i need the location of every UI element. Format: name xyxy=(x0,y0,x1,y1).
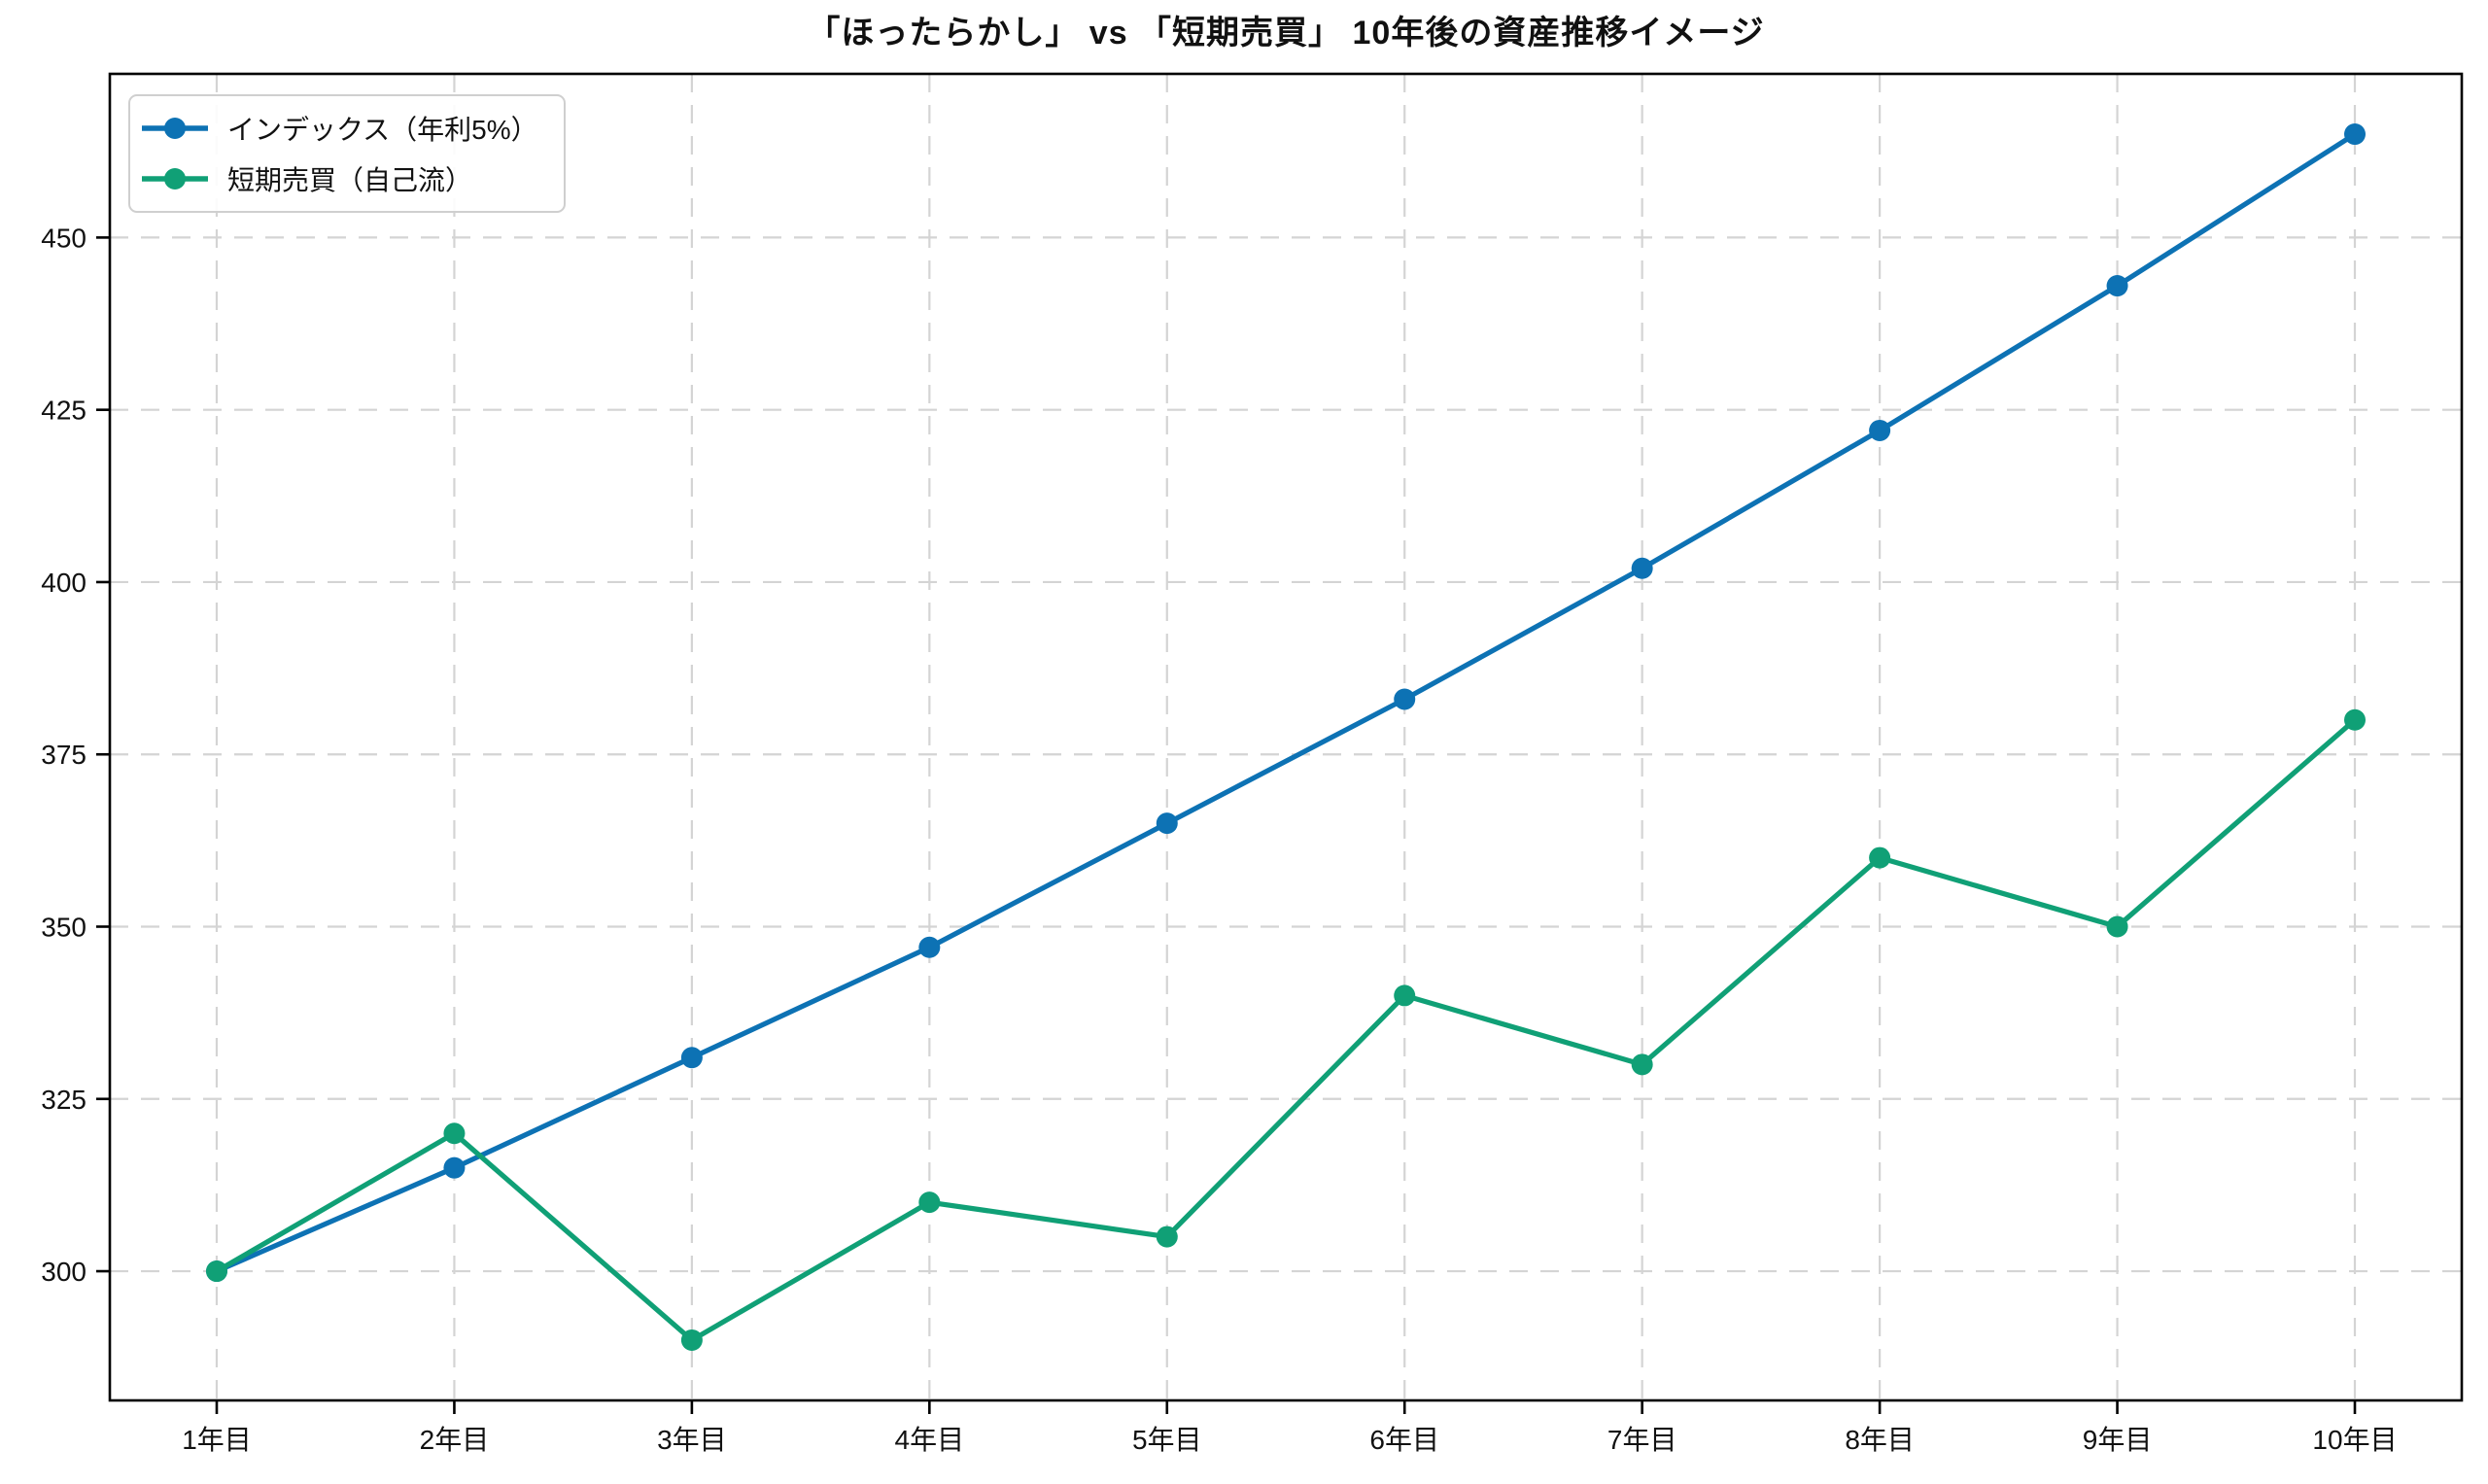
data-point xyxy=(443,1122,466,1145)
x-tick-label: 6年目 xyxy=(1369,1425,1439,1455)
y-tick-label: 400 xyxy=(41,568,86,598)
axis-ticks: 300 325 350 375 400 425 450 1年目 2年目 3年目 4年目 5年目 6年目 7… xyxy=(41,223,2397,1455)
y-tick-label: 325 xyxy=(41,1085,86,1115)
data-point xyxy=(2106,275,2128,297)
series-line xyxy=(214,131,2358,1274)
legend-label-trading: 短期売買（自己流） xyxy=(227,165,473,195)
legend-item-trading: 短期売買（自己流） xyxy=(140,156,538,201)
data-point xyxy=(1869,419,1891,441)
x-tick-label: 4年目 xyxy=(895,1425,965,1455)
y-tick-label: 350 xyxy=(41,913,86,943)
data-point xyxy=(1156,1225,1178,1248)
axes-spines xyxy=(108,72,2464,1402)
data-point xyxy=(2344,123,2366,146)
data-point xyxy=(206,1260,227,1283)
legend-line-sample-index xyxy=(142,118,208,139)
data-point xyxy=(680,1047,703,1069)
data-point xyxy=(2106,915,2128,938)
y-tick-label: 375 xyxy=(41,740,86,770)
x-tick-label: 7年目 xyxy=(1607,1425,1677,1455)
legend-item-index: インデックス（年利5%） xyxy=(140,106,538,151)
data-point xyxy=(918,936,941,958)
y-tick-label: 425 xyxy=(41,396,86,426)
data-point xyxy=(2344,708,2366,731)
data-point xyxy=(1394,984,1416,1007)
x-tick-label: 3年目 xyxy=(657,1425,727,1455)
data-point xyxy=(1631,557,1653,579)
legend: インデックス（年利5%） 短期売買（自己流） xyxy=(128,94,566,213)
legend-line-sample-trading xyxy=(142,168,208,190)
y-tick-label: 300 xyxy=(41,1257,86,1287)
data-point xyxy=(1631,1053,1653,1076)
x-tick-label: 9年目 xyxy=(2083,1425,2153,1455)
y-tick-label: 450 xyxy=(41,223,86,253)
grid xyxy=(110,74,2462,1400)
legend-label-index: インデックス（年利5%） xyxy=(227,115,538,145)
series-index xyxy=(206,123,2366,1283)
x-tick-label: 1年目 xyxy=(182,1425,252,1455)
x-tick-label: 2年目 xyxy=(420,1425,490,1455)
data-point xyxy=(1869,846,1891,869)
series-line xyxy=(214,717,2358,1343)
chart-title: 「ほったらかし」 vs 「短期売買」 10年後の資産推移イメージ xyxy=(807,15,1765,52)
x-tick-label: 5年目 xyxy=(1132,1425,1202,1455)
x-tick-label: 8年目 xyxy=(1845,1425,1915,1455)
series-trading xyxy=(206,708,2366,1351)
data-point xyxy=(680,1329,703,1351)
data-point xyxy=(443,1156,466,1179)
data-point xyxy=(918,1191,941,1214)
x-tick-label: 10年目 xyxy=(2312,1425,2397,1455)
data-point xyxy=(1394,688,1416,710)
data-point xyxy=(1156,812,1178,835)
